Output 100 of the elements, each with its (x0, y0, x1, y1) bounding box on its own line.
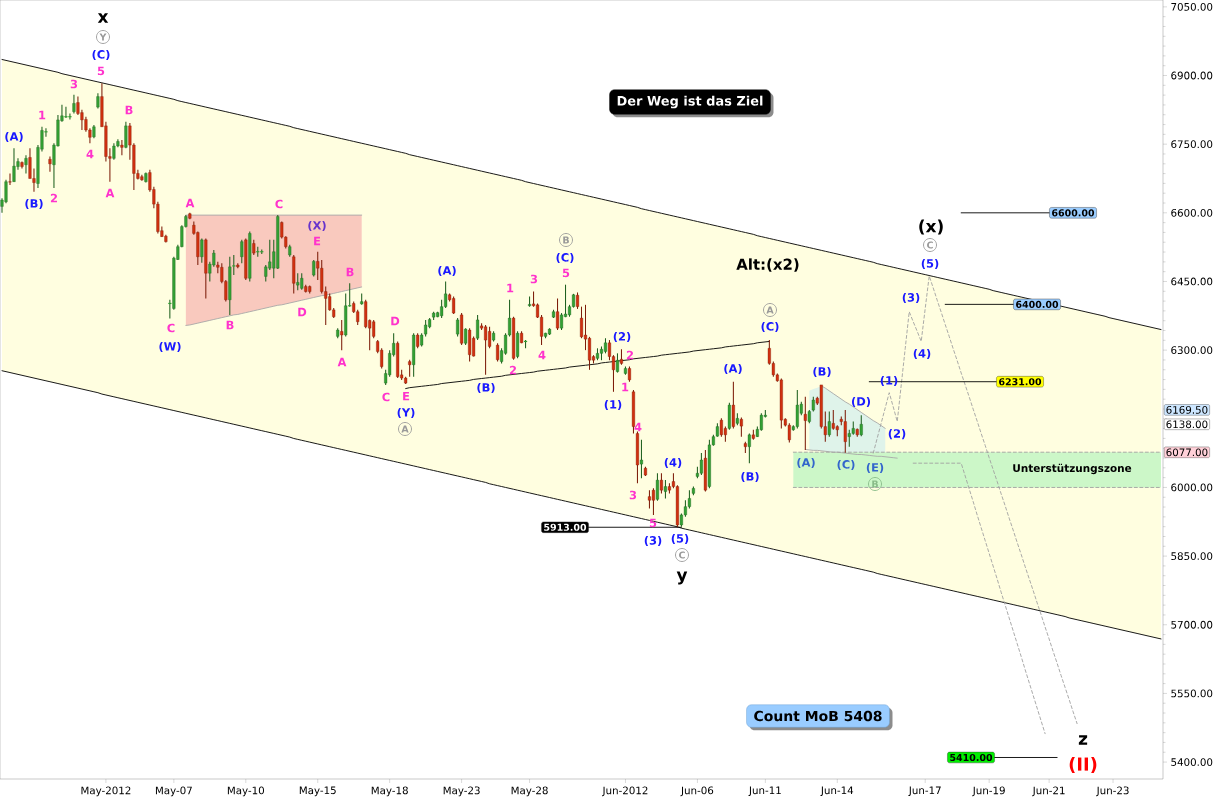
annotation: (W) (159, 341, 181, 353)
annotation: y (676, 571, 688, 585)
annotation: 2 (509, 365, 516, 375)
annotation: 4 (86, 149, 94, 159)
annotation: E (403, 391, 410, 401)
annotation: (1) (604, 399, 622, 411)
y-tick-label: 5700.00 (1171, 620, 1213, 629)
annotation: A (185, 198, 195, 208)
annotation: A (337, 357, 347, 367)
annotation: B (346, 267, 354, 277)
text: 6138.00 (1166, 420, 1208, 429)
annotation: 3 (530, 274, 538, 284)
annotation: 4 (538, 350, 546, 360)
annotation: C (382, 392, 390, 402)
annotation: C (275, 199, 283, 209)
y-tick-label: 6000.00 (1171, 483, 1213, 492)
annotation: 3 (629, 490, 637, 500)
x-tick-label: May-23 (443, 786, 480, 797)
annotation: B (872, 480, 878, 488)
annotation: C (927, 241, 933, 249)
annotation: (2) (613, 331, 631, 343)
annotation: (C) (556, 252, 574, 264)
annotation: Der Weg ist das Ziel (617, 95, 763, 109)
annotation: A (105, 188, 115, 198)
annotation: E (314, 236, 321, 246)
annotation: 5 (97, 66, 105, 76)
annotation: 6231.00 (999, 378, 1042, 386)
annotation: (X) (308, 220, 326, 232)
annotation: 2 (50, 193, 57, 203)
y-tick-label: 6750.00 (1171, 140, 1213, 149)
annotation: (3) (902, 292, 920, 304)
annotation: (5) (921, 258, 939, 270)
x-tick-label: Jun-19 (972, 786, 1005, 797)
annotation: 6600.00 (1052, 209, 1095, 217)
annotation: 6400.00 (1016, 300, 1059, 308)
x-tick-label: May-10 (227, 786, 265, 797)
annotation: C (679, 551, 685, 559)
annotation: B (226, 320, 234, 330)
annotation: (B) (477, 382, 495, 394)
annotation: 1 (507, 283, 514, 293)
annotation: D (391, 316, 400, 326)
annotation: (A) (724, 363, 742, 375)
annotation: 5410.00 (950, 753, 993, 762)
y-tick-label: 6300.00 (1171, 346, 1213, 355)
annotation: (Y) (397, 407, 415, 419)
y-tick-label: 6600.00 (1171, 208, 1213, 217)
x-tick-label: Jun-21 (1032, 786, 1065, 797)
annotation: (D) (852, 396, 871, 408)
x-tick-label: Jun-17 (908, 786, 941, 797)
annotation: (C) (837, 459, 855, 471)
annotation: (B) (25, 198, 43, 210)
annotation: 4 (634, 422, 642, 432)
annotation: z (1078, 735, 1088, 745)
y-tick-label: 5550.00 (1171, 689, 1213, 698)
annotation: (A) (438, 265, 456, 277)
annotation: Y (99, 33, 107, 41)
y-tick-label: 7050.00 (1171, 2, 1213, 11)
x-tick-label: May-2012 (81, 786, 131, 797)
y-tick-label: 5400.00 (1171, 758, 1213, 766)
annotation: 2 (626, 350, 633, 360)
annotation: x (97, 13, 109, 23)
x-tick-label: Jun-11 (748, 786, 781, 797)
annotation: B (563, 236, 569, 244)
annotation: 5913.00 (544, 523, 587, 531)
annotation: (2) (888, 428, 906, 440)
x-tick-label: May-15 (299, 786, 336, 797)
annotation: 3 (70, 79, 78, 89)
y-tick-label: 5850.00 (1171, 552, 1213, 560)
annotation: (A) (5, 131, 23, 143)
text: 6169.50 (1166, 406, 1208, 414)
annotation: Unterstützungszone (1013, 463, 1132, 475)
x-tick-label: Jun-2012 (602, 786, 648, 797)
annotation: 1 (622, 382, 629, 392)
annotation: (B) (813, 366, 831, 378)
annotation: (C) (92, 49, 110, 61)
annotation: (x) (919, 219, 943, 235)
annotation: 1 (39, 110, 46, 120)
annotation: (A) (797, 457, 815, 469)
annotation: A (766, 306, 774, 314)
x-tick-label: May-07 (155, 786, 192, 797)
annotation: 5 (562, 268, 570, 278)
annotation: (II) (1069, 757, 1097, 773)
annotation: Count MoB 5408 (754, 710, 882, 722)
x-tick-label: Jun-23 (1096, 786, 1129, 797)
annotation: (4) (913, 348, 931, 360)
x-tick-label: May-18 (371, 786, 408, 797)
y-tick-label: 6900.00 (1171, 71, 1213, 80)
x-tick-label: Jun-06 (680, 786, 714, 797)
annotation: C (167, 323, 175, 333)
x-tick-label: Jun-14 (820, 786, 854, 797)
annotation: (5) (671, 533, 689, 545)
annotation: (3) (644, 535, 662, 547)
annotation: (E) (866, 462, 884, 474)
annotation: A (401, 425, 409, 433)
annotation: Alt:(x2) (736, 258, 799, 272)
annotation: (B) (741, 471, 759, 483)
y-tick-label: 6450.00 (1171, 277, 1213, 286)
x-tick-label: May-28 (511, 786, 548, 797)
annotation: D (298, 307, 307, 317)
text: 6077.00 (1166, 448, 1208, 457)
